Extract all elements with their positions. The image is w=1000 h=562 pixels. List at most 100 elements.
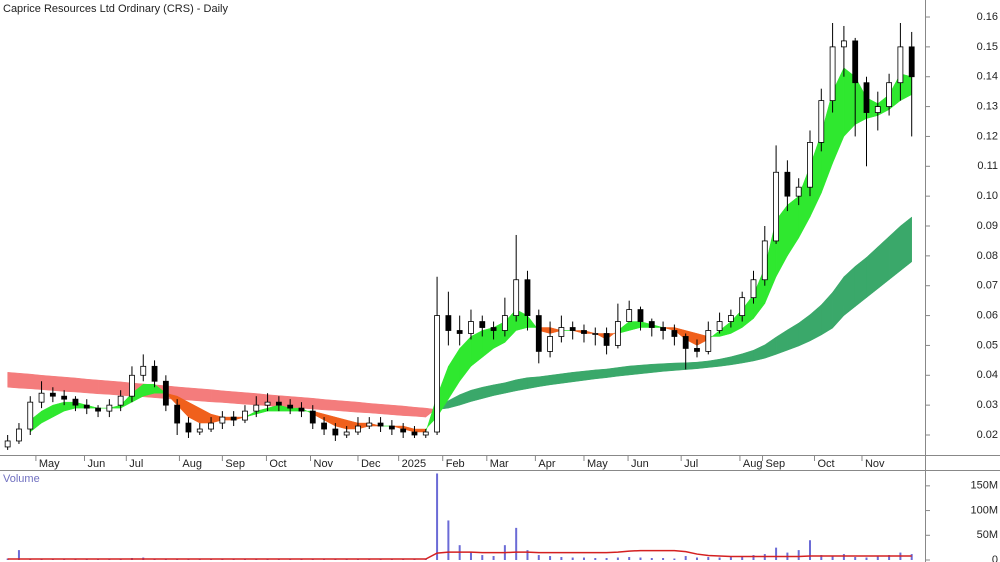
volume-title: Volume: [3, 473, 40, 485]
volume-bar: [718, 557, 721, 560]
candle-body: [468, 321, 474, 334]
ribbon-segment: [628, 364, 641, 376]
candle-body: [863, 82, 870, 113]
ribbon-segment: [18, 372, 31, 389]
volume-bar: [831, 556, 834, 560]
ribbon-segment: [30, 373, 42, 390]
candle-body: [174, 404, 181, 424]
candle-body: [547, 336, 553, 352]
candle-body: [264, 401, 271, 406]
candle-body: [219, 416, 226, 424]
ribbon-segment: [346, 400, 359, 413]
candle-body: [694, 348, 700, 352]
y-tick-label: 0.06: [977, 309, 998, 321]
y-tick-label: 0.15: [977, 41, 998, 53]
candle-body: [185, 422, 192, 433]
chart-title: Caprice Resources Ltd Ordinary (CRS) - D…: [3, 3, 228, 15]
ribbon-segment: [188, 387, 201, 402]
volume-bar: [876, 556, 879, 560]
volume-bar: [797, 550, 800, 560]
volume-bar: [695, 557, 698, 560]
candle-body: [739, 297, 746, 316]
volume-bar: [436, 473, 439, 560]
candle-body: [400, 428, 407, 433]
candle-body: [129, 374, 135, 397]
x-tick-label: Nov: [314, 458, 334, 470]
candle-body: [660, 327, 666, 331]
volume-bar: [481, 555, 484, 560]
ribbon-segment: [210, 389, 223, 403]
candle-body: [61, 395, 68, 400]
ribbon-segment: [41, 375, 54, 391]
candle-body: [648, 321, 655, 328]
ribbon-segment: [854, 256, 867, 308]
candle-body: [773, 171, 779, 242]
candle-body: [716, 321, 723, 331]
candle-body: [4, 440, 11, 448]
volume-bar: [752, 555, 755, 560]
candle-body: [298, 407, 305, 412]
x-tick-label: Aug: [182, 458, 202, 470]
candle-body: [490, 327, 497, 331]
ribbon-segment: [662, 362, 675, 372]
candle-body: [230, 416, 237, 421]
candle-body: [897, 46, 904, 84]
candle-body: [682, 336, 689, 349]
ribbon-segment: [312, 397, 325, 411]
ribbon-segment: [244, 392, 257, 406]
ribbon-segment: [414, 406, 427, 418]
ribbon-segment: [357, 401, 370, 414]
ribbon-segment: [335, 400, 347, 412]
volume-bar: [729, 557, 732, 560]
volume-bar: [616, 557, 619, 560]
candle-body: [309, 410, 316, 424]
candle-body: [343, 431, 350, 436]
ribbon-segment: [7, 372, 20, 389]
candle-body: [705, 330, 712, 352]
y-tick-label: 0.09: [977, 220, 998, 232]
ribbon-segment: [233, 391, 246, 405]
ribbon-segment: [515, 377, 528, 392]
candle-body: [874, 106, 881, 113]
candle-body: [95, 407, 101, 412]
ribbon-segment: [199, 388, 212, 403]
candle-body: [445, 315, 452, 331]
candle-body: [208, 422, 214, 430]
candle-body: [456, 330, 463, 334]
candle-body: [852, 40, 859, 84]
volume-bar: [639, 557, 642, 560]
ribbon-segment: [561, 372, 573, 384]
volume-bar: [628, 557, 631, 560]
ribbon-segment: [402, 405, 415, 417]
volume-bar: [469, 552, 472, 560]
volume-bar: [549, 556, 552, 560]
y-tick-label: 0.08: [977, 250, 998, 262]
candle-body: [727, 315, 734, 322]
candle-body: [162, 380, 169, 406]
x-tick-label: Jul: [129, 458, 143, 470]
volume-bar: [775, 547, 778, 560]
ribbon-segment: [86, 378, 99, 395]
x-tick-label: Nov: [865, 458, 885, 470]
y-tick-label: 50M: [977, 529, 998, 541]
x-tick-label: Jun: [631, 458, 649, 470]
candle-body: [72, 398, 79, 406]
y-tick-label: 0.12: [977, 130, 998, 142]
y-tick-label: 0.16: [977, 11, 998, 23]
y-tick-label: 0.10: [977, 190, 998, 202]
candle-body: [840, 40, 847, 48]
volume-bar: [741, 556, 744, 560]
candle-body: [434, 315, 440, 433]
candle-body: [287, 404, 294, 409]
ribbon-segment: [617, 365, 630, 377]
candle-body: [422, 431, 429, 436]
ribbon-segment: [52, 375, 65, 392]
x-tick-label: Aug: [743, 458, 763, 470]
candle-body: [253, 404, 260, 412]
ribbon-segment: [222, 390, 234, 404]
x-tick-label: Oct: [269, 458, 286, 470]
x-tick-label: Sep: [225, 458, 245, 470]
candle-body: [886, 82, 892, 107]
candle-body: [908, 46, 915, 78]
